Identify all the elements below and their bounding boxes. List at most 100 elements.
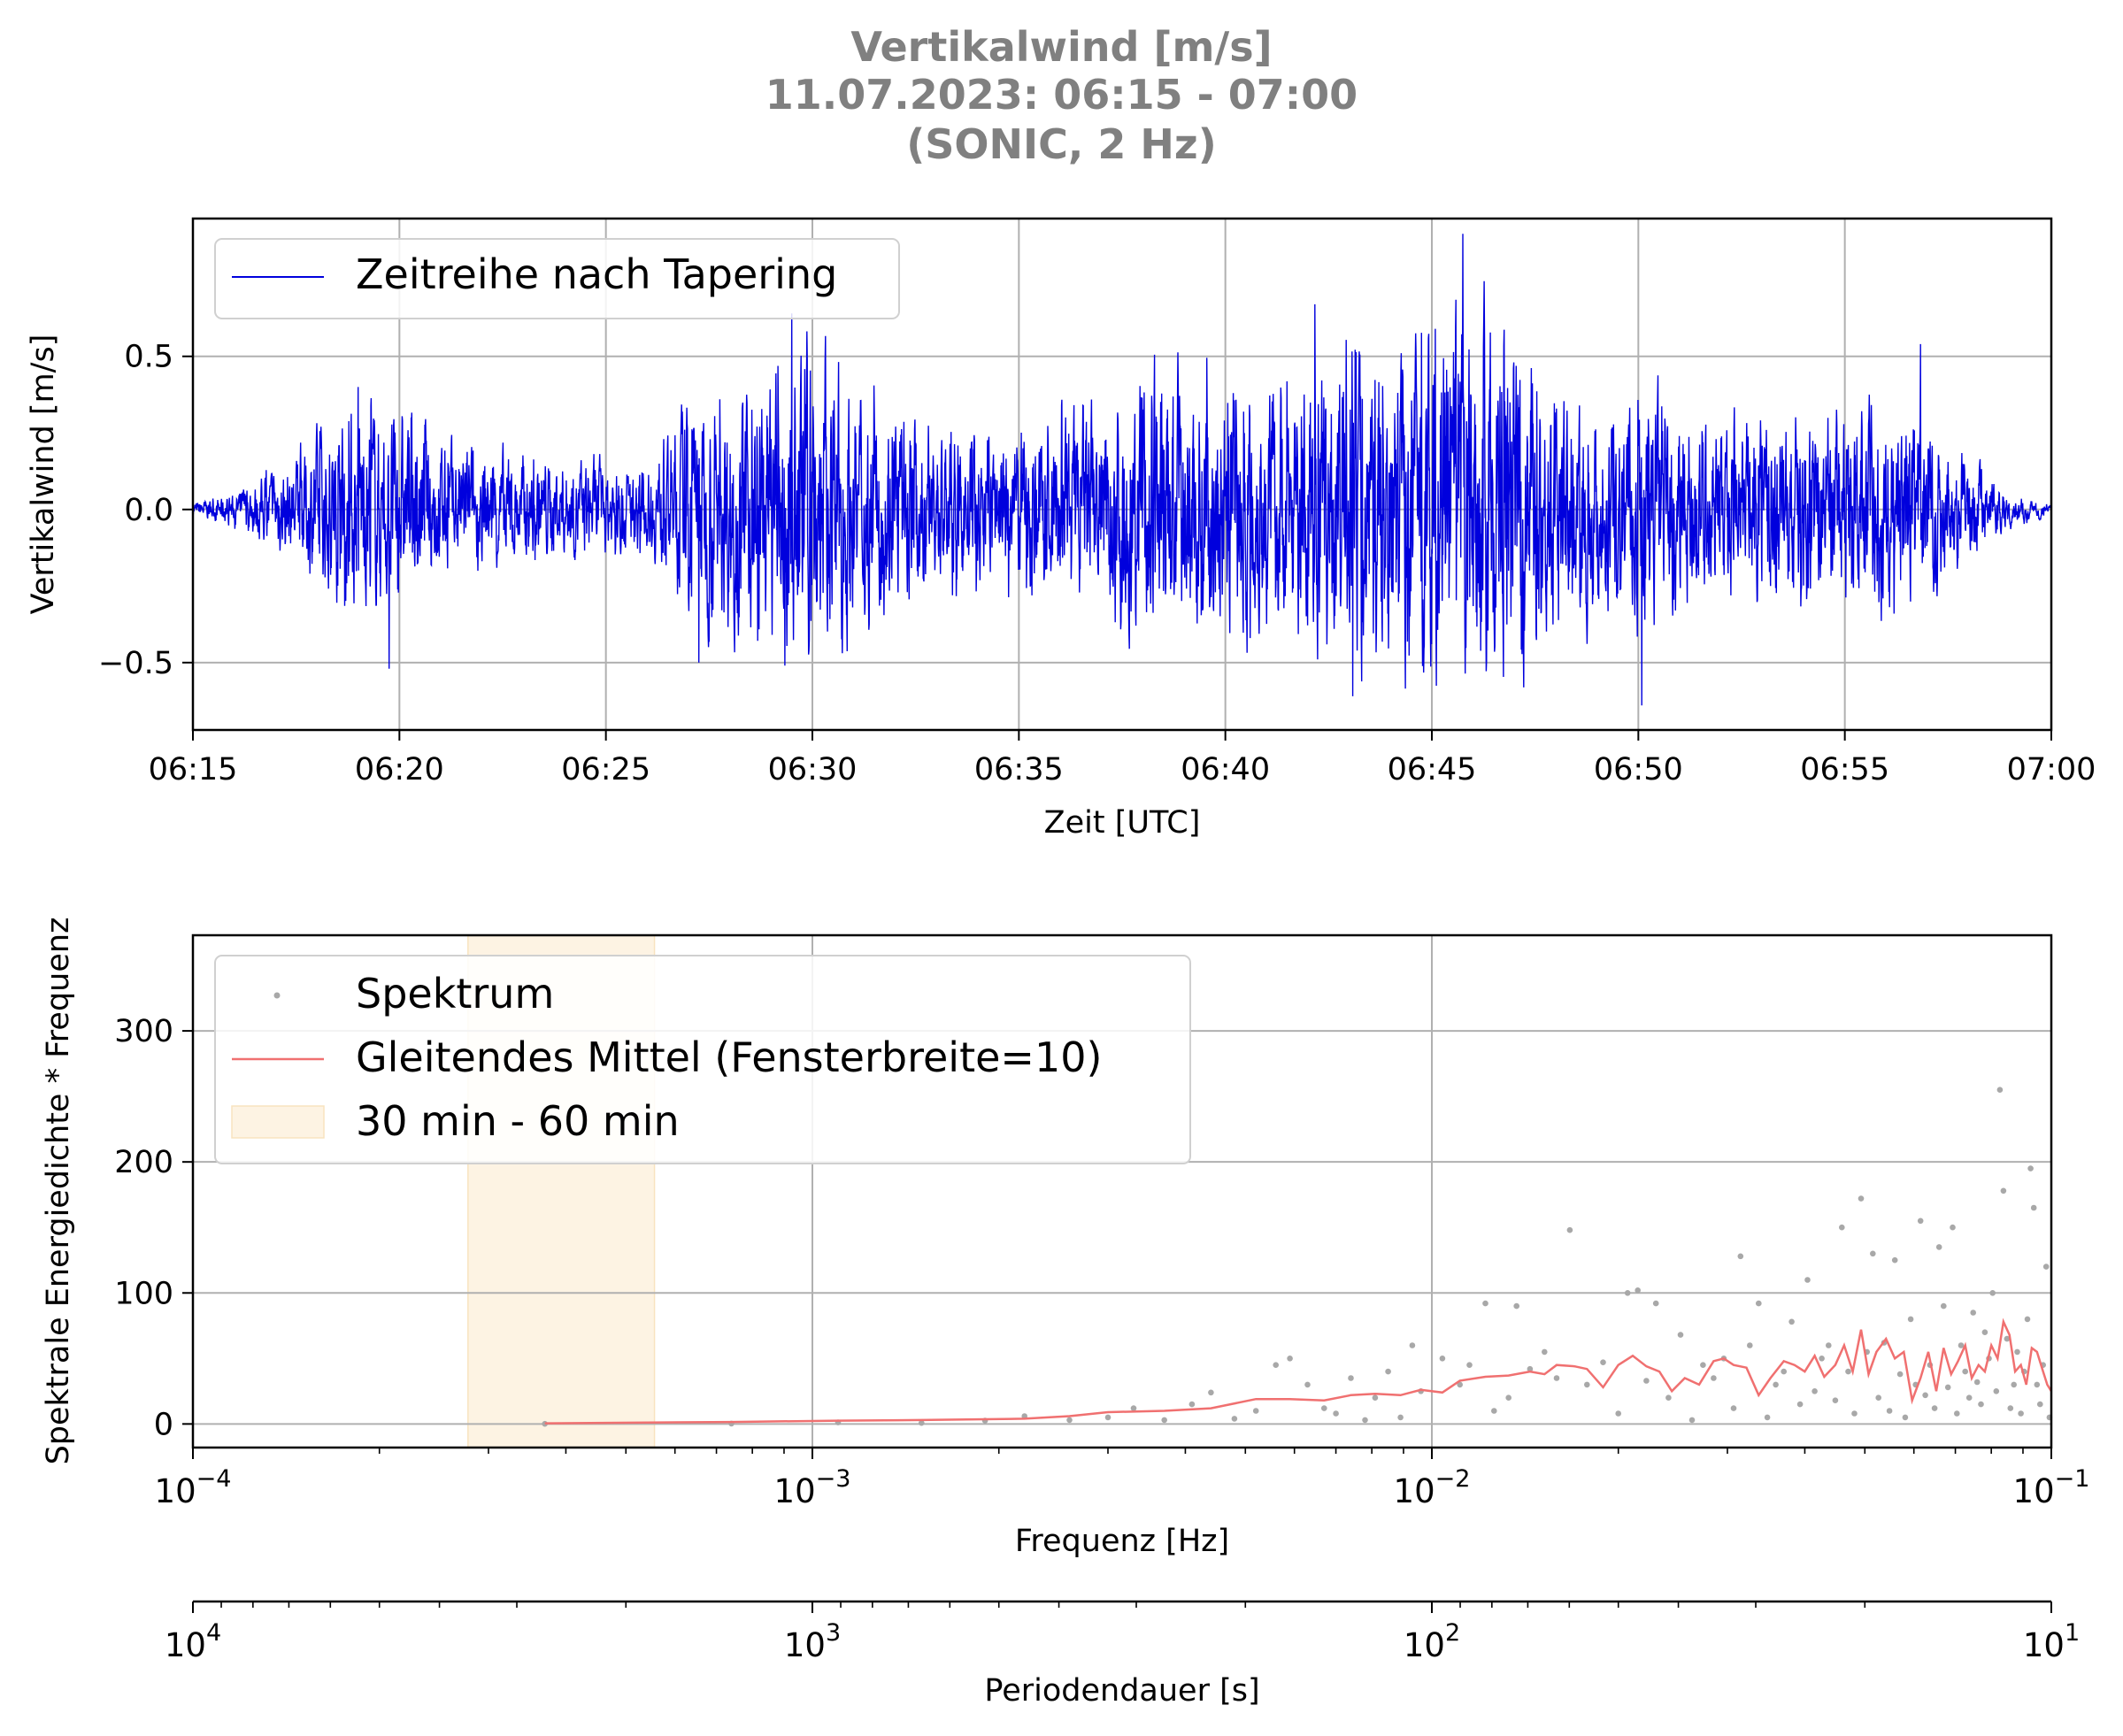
spectrum-point [1989, 1290, 1996, 1296]
spectrum-point [1796, 1401, 1804, 1408]
spectrum-point [1804, 1277, 1811, 1283]
spectrum-point [1130, 1405, 1137, 1411]
timeseries-line [192, 234, 2052, 706]
spectrum-point [1457, 1381, 1463, 1388]
spectrum-axes-frame [191, 933, 2053, 1449]
spectrum-y-tick-label: 100 [114, 1276, 173, 1311]
spectrum-point [1439, 1356, 1446, 1362]
spectrum-point [1811, 1388, 1818, 1394]
timeseries-y-tick-label: 0.0 [124, 493, 173, 528]
spectrum-point [1965, 1394, 1973, 1401]
spectrum-point [1962, 1368, 1968, 1375]
spectrum-point [2042, 1264, 2050, 1270]
spectrum-point [1409, 1342, 1416, 1348]
spectrum-point [2014, 1348, 2020, 1356]
period-axis-tick-base: 10 [2023, 1626, 2065, 1664]
spectrum-y-ticks: 0 100 200 300 [114, 1014, 193, 1442]
spectrum-points [542, 1087, 2053, 1427]
spectrum-point [1896, 1371, 1904, 1378]
spectrum-point [1273, 1362, 1279, 1368]
moving-average-legend-label: Gleitendes Mittel (Fensterbreite=10) [356, 1033, 1102, 1081]
spectrum-point [1348, 1375, 1354, 1381]
spectrum-point [1747, 1342, 1753, 1348]
spectrum-point [2011, 1381, 2017, 1388]
spectrum-point [2030, 1204, 2037, 1211]
period-axis-tick-base: 10 [165, 1626, 206, 1664]
spectrum-legend: Spektrum Gleitendes Mittel (Fensterbreit… [214, 955, 1191, 1164]
spectrum-point [2018, 1410, 2024, 1417]
spectrum-point [1643, 1378, 1650, 1384]
spectrum-x-tick-base: 10 [2013, 1472, 2055, 1510]
period-axis-tick-base: 10 [1404, 1626, 1445, 1664]
chart-title-line-3: (SONIC, 2 Hz) [906, 120, 1217, 168]
spectrum-point [1978, 1401, 1984, 1408]
spectrum-point [1941, 1302, 1947, 1310]
spectrum-point [1917, 1218, 1924, 1225]
spectrum-y-tick-label: 300 [114, 1014, 173, 1049]
spectrum-x-tick-label: 10−3 [774, 1465, 851, 1510]
period-axis-tick-label: 103 [784, 1619, 841, 1664]
period-axis: 104 103 102 101 Periodendauer [s] [165, 1600, 2080, 1709]
timeseries-legend-label: Zeitreihe nach Tapering [356, 250, 837, 298]
chart-title-line-2: 11.07.2023: 06:15 - 07:00 [765, 71, 1358, 119]
spectrum-point [1252, 1408, 1259, 1414]
timeseries-x-tick-label: 06:15 [149, 752, 238, 787]
spectrum-point [1973, 1379, 1981, 1386]
spectrum-point [1931, 1405, 1938, 1411]
period-axis-tick-exponent: 1 [2065, 1619, 2080, 1647]
spectrum-y-axis-label: Spektrale Energiedichte * Frequenz [41, 918, 76, 1465]
spectrum-point [2004, 1335, 2011, 1342]
spectrum-point [2007, 1405, 2014, 1411]
spectrum-point [1385, 1368, 1391, 1375]
period-axis-tick-label: 101 [2023, 1619, 2080, 1664]
period-axis-tick-base: 10 [784, 1626, 826, 1664]
spectrum-point [1907, 1316, 1914, 1323]
spectrum-y-tick-label: 200 [114, 1145, 173, 1180]
spectrum-point [1902, 1414, 1909, 1421]
spectrum-x-tick-base: 10 [155, 1472, 196, 1510]
spectrum-point [1584, 1381, 1590, 1388]
spectrum-x-ticks: 10−4 10−3 10−2 10−1 [155, 1448, 2090, 1510]
spectrum-x-tick-exponent: −2 [1435, 1465, 1471, 1493]
spectrum-point [1615, 1410, 1621, 1417]
spectrum-point [1527, 1365, 1534, 1372]
spectrum-point [1566, 1226, 1573, 1233]
spectrum-point [1066, 1417, 1073, 1424]
spectrum-point [1819, 1356, 1825, 1362]
period-axis-tick-label: 104 [165, 1619, 221, 1664]
spectrum-point [1996, 1087, 2004, 1093]
spectrum-point [1845, 1368, 1851, 1375]
spectrum-legend-swatch [273, 992, 281, 999]
spectrum-point [1208, 1389, 1214, 1396]
spectrum-point [1688, 1417, 1696, 1424]
timeseries-legend: Zeitreihe nach Tapering [214, 238, 900, 319]
spectrum-point [1826, 1342, 1832, 1348]
spectrum-point [2024, 1316, 2031, 1323]
spectrum-legend-label: Spektrum [356, 970, 554, 1018]
spectrum-point [1505, 1394, 1511, 1401]
spectrum-point [1970, 1310, 1976, 1316]
spectrum-x-tick-exponent: −3 [816, 1465, 851, 1493]
timeseries-x-axis-label: Zeit [UTC] [1044, 805, 1201, 841]
timeseries-x-tick-label: 06:40 [1181, 752, 1270, 787]
spectrum-point [1333, 1410, 1339, 1417]
spectrum-point [1372, 1394, 1379, 1401]
spectrum-point [1491, 1408, 1497, 1414]
timeseries-x-tick-label: 06:20 [355, 752, 444, 787]
timeseries-y-ticks: −0.5 0.0 0.5 [98, 340, 193, 681]
spectrum-point [2000, 1187, 2007, 1194]
spectrum-point [1858, 1195, 1865, 1202]
spectrum-y-tick-label: 0 [154, 1407, 173, 1442]
spectrum-x-tick-exponent: −1 [2055, 1465, 2090, 1493]
spectrum-point [1188, 1401, 1196, 1408]
timeseries-series [192, 234, 2052, 706]
spectrum-x-tick-label: 10−1 [2013, 1465, 2090, 1510]
spectrum-point [1954, 1410, 1960, 1417]
period-axis-ticks: 104 103 102 101 [165, 1602, 2080, 1664]
timeseries-x-tick-label: 06:35 [974, 752, 1064, 787]
spectrum-point [2034, 1381, 2041, 1388]
spectrum-point [1993, 1388, 2000, 1394]
period-axis-tick-exponent: 3 [826, 1619, 841, 1647]
